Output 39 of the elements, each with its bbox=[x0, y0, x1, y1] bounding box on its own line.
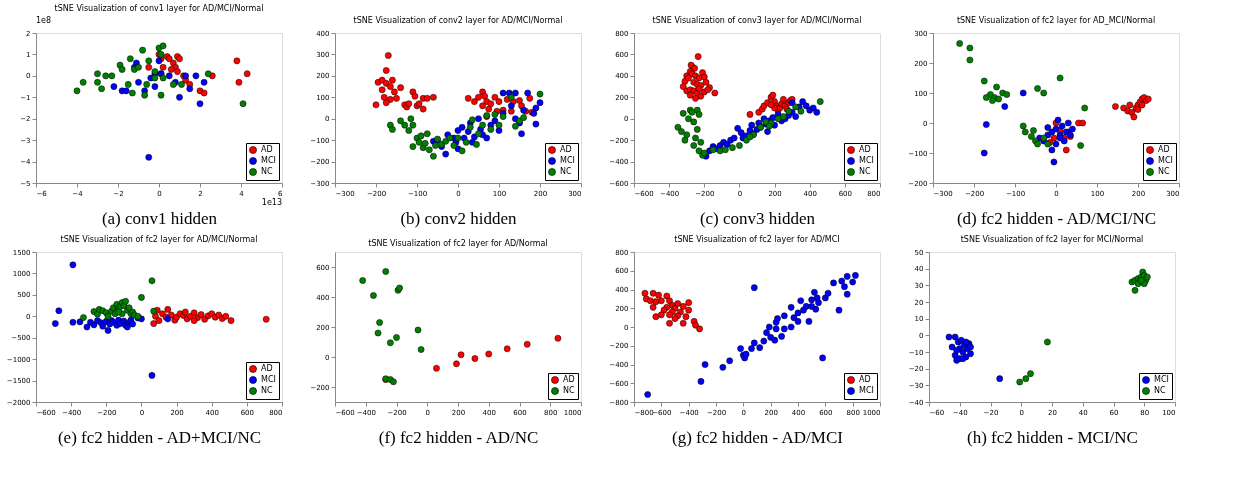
legend-label: MCI bbox=[1154, 375, 1169, 384]
legend-label: NC bbox=[1158, 167, 1170, 176]
chart-title: tSNE Visualization of conv1 layer for AD/MCI/Normal bbox=[54, 4, 264, 13]
legend-label: NC bbox=[261, 386, 273, 395]
legend-label: AD bbox=[563, 375, 575, 384]
x-axis-title: (h) fc2 hidden - MCI/NC bbox=[967, 427, 1138, 447]
x-axis-title: (d) fc2 hidden - AD/MCI/NC bbox=[956, 208, 1157, 228]
legend-label: MCI bbox=[1158, 156, 1173, 165]
legend-label: NC bbox=[563, 386, 575, 395]
legend-label: AD bbox=[261, 364, 273, 373]
x-axis-title: (f) fc2 hidden - AD/NC bbox=[378, 427, 539, 447]
legend-label: AD bbox=[560, 145, 572, 154]
text: 1e13 bbox=[261, 198, 282, 207]
x-axis-title: (g) fc2 hidden - AD/MCI bbox=[672, 427, 844, 447]
legend-label: MCI bbox=[261, 156, 276, 165]
legend-label: MCI bbox=[261, 375, 276, 384]
legend-label: AD bbox=[859, 375, 871, 384]
legend-label: NC bbox=[1154, 386, 1166, 395]
x-axis-title: (c) conv3 hidden bbox=[699, 208, 816, 228]
x-axis-title: (a) conv1 hidden bbox=[101, 208, 218, 228]
chart-title: tSNE Visualization of fc2 layer for AD/MCI bbox=[674, 235, 840, 244]
legend-label: MCI bbox=[859, 386, 874, 395]
chart-title: tSNE Visualization of conv3 layer for AD/MCI/Normal bbox=[652, 16, 862, 25]
chart-title: tSNE Visualization of conv2 layer for AD/MCI/Normal bbox=[353, 16, 563, 25]
legend-label: MCI bbox=[859, 156, 874, 165]
legend-label: MCI bbox=[560, 156, 575, 165]
text: 1e8 bbox=[36, 16, 52, 25]
legend-label: NC bbox=[560, 167, 572, 176]
x-axis-title: (b) conv2 hidden bbox=[400, 208, 518, 228]
legend-label: NC bbox=[261, 167, 273, 176]
legend-label: AD bbox=[261, 145, 273, 154]
legend-label: AD bbox=[1158, 145, 1170, 154]
legend-label: AD bbox=[859, 145, 871, 154]
x-axis-title: (e) fc2 hidden - AD+MCI/NC bbox=[57, 427, 262, 447]
chart-title: tSNE Visualization of fc2 layer for AD/MCI/Normal bbox=[60, 235, 258, 244]
legend-label: NC bbox=[859, 167, 871, 176]
chart-title: tSNE Visualization of fc2 layer for AD/Normal bbox=[368, 239, 548, 248]
chart-title: tSNE Visualization of fc2 layer for AD_MCI/Normal bbox=[956, 16, 1156, 25]
chart-title: tSNE Visualization of fc2 layer for MCI/Normal bbox=[960, 235, 1144, 244]
